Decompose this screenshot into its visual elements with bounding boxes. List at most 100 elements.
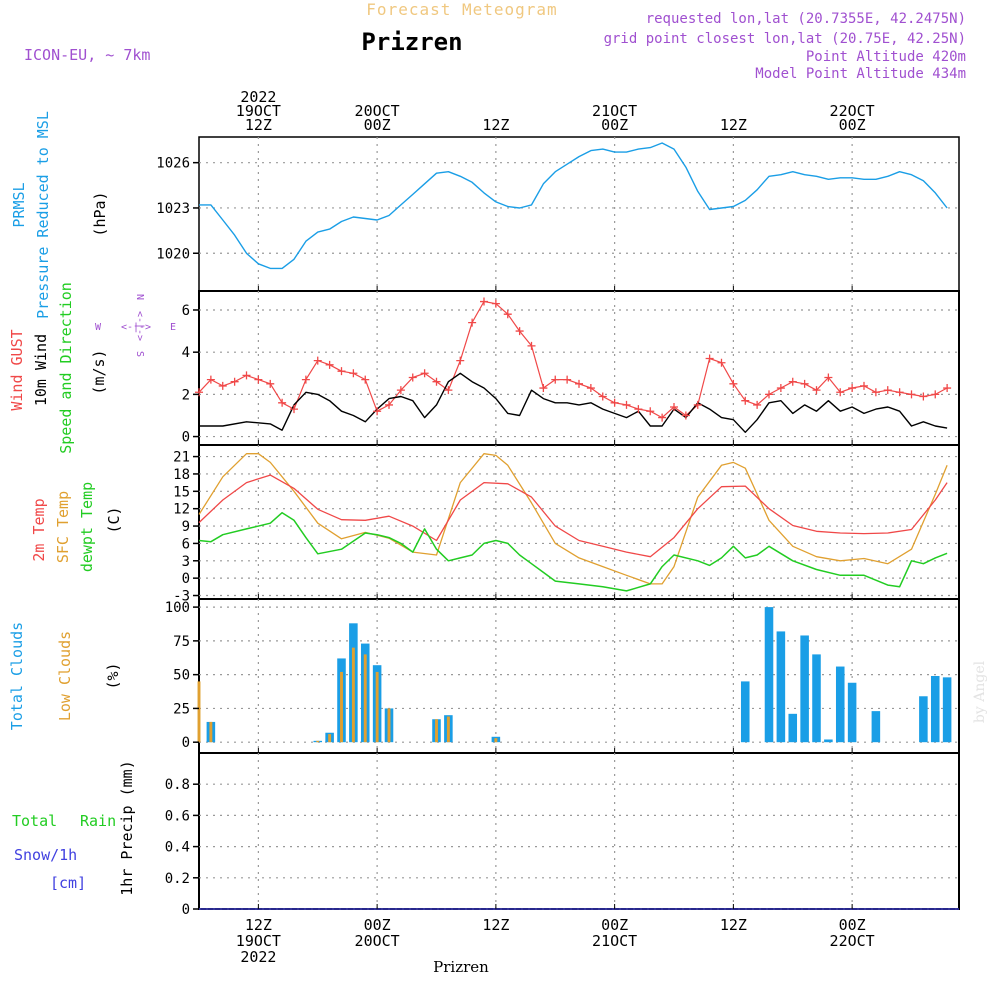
time-label-top: 2022 — [240, 88, 276, 106]
y-tick-label: 1026 — [156, 156, 190, 172]
gust-marker — [444, 386, 453, 395]
y-tick-label: 0.6 — [165, 808, 190, 824]
gust-marker — [349, 369, 358, 378]
temp-label-dewpt: dewpt Temp — [78, 482, 96, 572]
y-tick-label: 6 — [182, 536, 190, 552]
requested-coords: requested lon,lat (20.7355E, 42.2475N) — [646, 11, 966, 27]
gust-marker — [551, 375, 560, 384]
watermark: by Angel — [972, 660, 988, 723]
axis-layer: 1020102310260246-30369121518210255075100… — [156, 88, 874, 966]
compass-icon: N S W E <-|-> <-|-> — [95, 294, 176, 357]
gust-marker — [753, 400, 762, 409]
time-label-bottom: 19OCT — [236, 932, 281, 950]
precip-label-cm: [cm] — [50, 874, 86, 892]
pressure-label-reduced: Pressure Reduced to MSL — [34, 111, 52, 319]
y-tick-label: 1020 — [156, 246, 190, 262]
y-tick-label: 0 — [182, 571, 190, 587]
total-clouds-bar — [740, 681, 750, 743]
gust-marker — [313, 356, 322, 365]
time-label-bottom: 12Z — [245, 916, 272, 934]
pressure-unit: (hPa) — [91, 191, 109, 236]
gust-marker — [206, 375, 215, 384]
sfc-temp-line — [198, 453, 948, 585]
gust-marker — [539, 384, 548, 393]
time-label-bottom: 00Z — [601, 916, 628, 934]
wind-label-10m: 10m Wind — [32, 334, 50, 406]
model-label: ICON-EU, ~ 7km — [24, 46, 150, 64]
gust-marker — [408, 373, 417, 382]
y-tick-label: -3 — [173, 589, 190, 605]
gust-marker — [586, 384, 595, 393]
wind-label-speed-direction: Speed and Direction — [57, 282, 75, 454]
gust-marker — [931, 390, 940, 399]
time-label-top: 00Z — [839, 116, 866, 134]
precip-panel — [198, 752, 960, 910]
gust-marker — [278, 398, 287, 407]
low-clouds-bar — [435, 719, 438, 743]
gust-marker — [812, 386, 821, 395]
gust-marker — [230, 377, 239, 386]
compass-e: E — [170, 322, 176, 333]
gust-marker — [634, 405, 643, 414]
pressure-label-prmsl: PRMSL — [10, 182, 28, 227]
grid-layer — [199, 137, 959, 910]
y-tick-label: 100 — [165, 600, 190, 616]
y-tick-label: 0.2 — [165, 871, 190, 887]
gust-marker — [325, 360, 334, 369]
gust-marker — [503, 310, 512, 319]
low-clouds-bar — [375, 671, 379, 743]
temp-label-2m: 2m Temp — [30, 498, 48, 561]
time-label-bottom: 21OCT — [592, 932, 637, 950]
gust-marker — [610, 398, 619, 407]
gust-marker — [432, 377, 441, 386]
gust-marker — [907, 390, 916, 399]
time-label-bottom: 12Z — [720, 916, 747, 934]
wind-speed-line — [199, 372, 948, 433]
compass-s: S — [134, 351, 145, 357]
clouds-label-total: Total Clouds — [8, 622, 26, 730]
y-tick-label: 0 — [182, 902, 190, 918]
model-altitude: Model Point Altitude 434m — [755, 66, 966, 82]
y-tick-label: 21 — [173, 450, 190, 466]
time-label-top: 12Z — [245, 116, 272, 134]
time-label-bottom: 2022 — [240, 948, 276, 966]
time-label-bottom: 20OCT — [355, 932, 400, 950]
total-clouds-bar — [788, 713, 798, 743]
gust-marker — [563, 375, 572, 384]
pressure-line — [199, 142, 948, 270]
gust-marker — [943, 384, 952, 393]
y-tick-label: 0 — [182, 430, 190, 446]
gust-marker — [373, 407, 382, 416]
data-layer — [195, 142, 959, 910]
gust-marker — [396, 386, 405, 395]
pressure-panel — [198, 136, 960, 292]
low-clouds-bar — [340, 671, 343, 743]
total-clouds-bar — [847, 682, 857, 743]
total-clouds-bar — [919, 696, 928, 743]
gust-marker — [717, 358, 726, 367]
low-clouds-bar — [197, 681, 201, 743]
y-tick-label: 18 — [173, 467, 190, 483]
low-clouds-bar — [328, 734, 332, 743]
point-altitude: Point Altitude 420m — [806, 49, 966, 65]
time-label-top: 21OCT — [592, 102, 637, 120]
gust-marker — [468, 318, 477, 327]
time-label-top: 00Z — [364, 116, 391, 134]
time-label-top: 22OCT — [830, 102, 875, 120]
clouds-panel — [198, 598, 960, 754]
gust-marker — [337, 367, 346, 376]
low-clouds-bar — [363, 654, 367, 743]
clouds-label-low: Low Clouds — [56, 631, 74, 721]
low-clouds-bar — [316, 740, 320, 743]
time-label-top: 00Z — [601, 116, 628, 134]
gust-marker — [860, 381, 868, 390]
y-tick-label: 6 — [182, 303, 190, 319]
gust-marker — [218, 381, 227, 390]
location-title: Prizren — [361, 28, 462, 56]
gust-marker — [871, 388, 880, 397]
gust-marker — [301, 375, 310, 384]
total-clouds-bar — [824, 739, 833, 743]
time-label-top: 19OCT — [236, 102, 281, 120]
total-clouds-bar — [800, 635, 809, 743]
